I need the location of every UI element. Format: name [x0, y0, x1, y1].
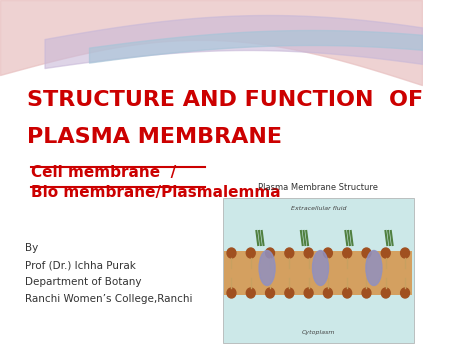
Circle shape [401, 248, 410, 258]
Circle shape [362, 248, 371, 258]
Circle shape [401, 288, 410, 298]
Circle shape [285, 248, 294, 258]
Text: Ranchi Women’s College,Ranchi: Ranchi Women’s College,Ranchi [25, 294, 192, 304]
Circle shape [265, 248, 274, 258]
Text: PLASMA MEMBRANE: PLASMA MEMBRANE [27, 127, 282, 147]
Circle shape [323, 288, 332, 298]
Text: By: By [25, 243, 38, 253]
Circle shape [343, 248, 352, 258]
Text: Plasma Membrane Structure: Plasma Membrane Structure [258, 183, 378, 192]
FancyBboxPatch shape [224, 273, 412, 295]
Circle shape [362, 288, 371, 298]
Text: Prof (Dr.) Ichha Purak: Prof (Dr.) Ichha Purak [25, 260, 136, 270]
Text: Bio membrane/Plasmalemma: Bio membrane/Plasmalemma [31, 185, 281, 200]
Circle shape [265, 288, 274, 298]
FancyBboxPatch shape [224, 251, 412, 273]
FancyBboxPatch shape [223, 198, 414, 343]
Circle shape [381, 288, 390, 298]
Text: Cytoplasm: Cytoplasm [301, 330, 335, 335]
Circle shape [304, 248, 313, 258]
Circle shape [285, 288, 294, 298]
Circle shape [343, 288, 352, 298]
Circle shape [246, 248, 255, 258]
Text: Cell membrane  /: Cell membrane / [31, 165, 176, 180]
Circle shape [227, 288, 236, 298]
Circle shape [304, 288, 313, 298]
Ellipse shape [312, 251, 328, 285]
Text: STRUCTURE AND FUNCTION  OF: STRUCTURE AND FUNCTION OF [27, 90, 423, 110]
Ellipse shape [366, 251, 382, 285]
Text: Extracellular fluid: Extracellular fluid [291, 206, 346, 211]
Circle shape [381, 248, 390, 258]
Circle shape [323, 248, 332, 258]
Circle shape [227, 248, 236, 258]
Ellipse shape [259, 251, 275, 285]
Circle shape [246, 288, 255, 298]
Text: Department of Botany: Department of Botany [25, 277, 141, 287]
